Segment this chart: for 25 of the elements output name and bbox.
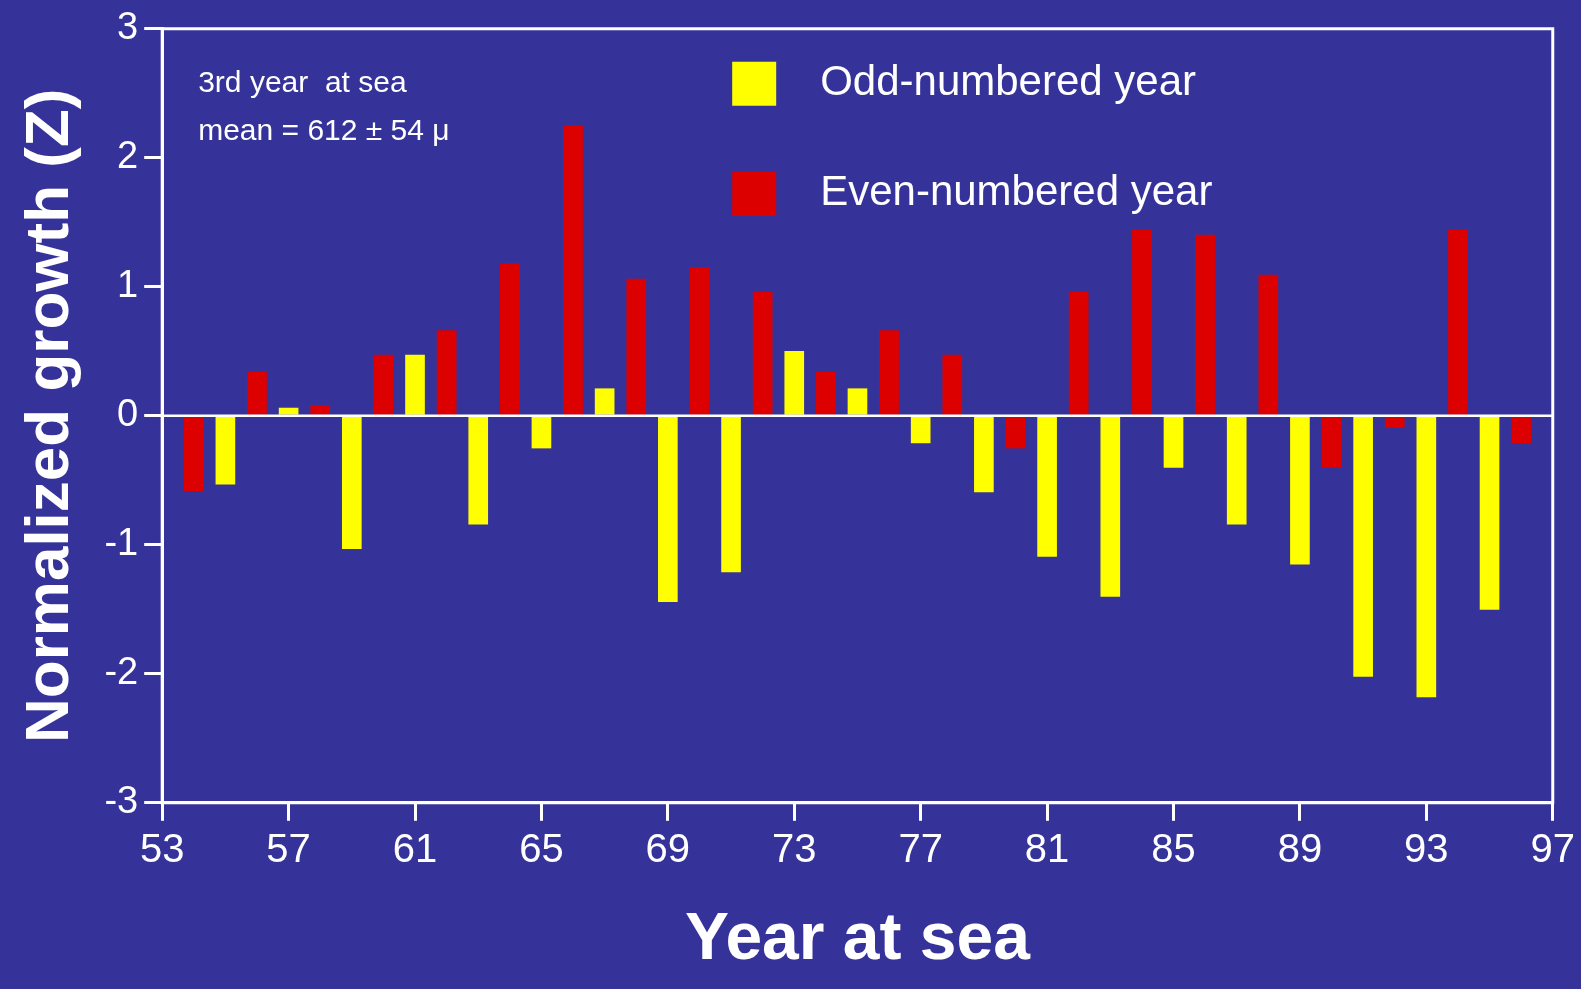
legend-label: Even-numbered year [820,167,1213,215]
x-tick-label: 65 [519,825,564,870]
x-tick-label: 89 [1277,825,1323,870]
y-tick-label: 1 [117,263,139,306]
y-tick-label: 0 [117,392,139,435]
x-tick-label: 81 [1024,825,1070,870]
y-tick-label: 3 [117,5,139,48]
annotation: 3rd year at sea [198,65,407,99]
x-tick-label: 77 [898,825,943,870]
x-tick-label: 57 [266,825,311,870]
legend-label: Odd-numbered year [820,57,1197,105]
x-tick-label: 73 [772,825,817,870]
x-tick-label: 53 [139,825,185,870]
y-axis-title: Normalized growth (Z) [12,88,82,744]
y-tick-label: -2 [104,650,139,693]
x-tick-label: 93 [1404,825,1449,870]
y-tick-label: -1 [104,521,139,564]
x-tick-label: 69 [645,825,691,870]
x-axis-title: Year at sea [684,898,1032,973]
annotation: mean = 612 ± 54 μ [198,113,450,147]
x-tick-label: 61 [392,825,438,870]
x-tick-label: 97 [1530,825,1575,870]
x-tick-label: 85 [1151,825,1196,870]
y-tick-label: 2 [117,134,139,177]
y-tick-label: -3 [104,779,139,822]
